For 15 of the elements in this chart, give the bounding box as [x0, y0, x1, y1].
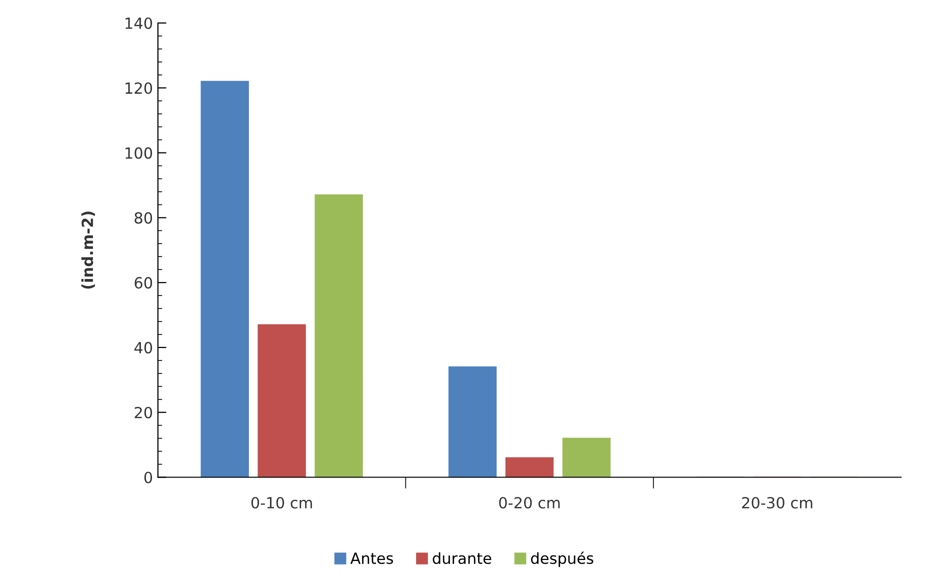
y-tick-label: 80	[134, 212, 152, 224]
legend-label: Antes	[350, 552, 393, 564]
y-tick-label: 100	[126, 147, 152, 159]
y-tick-label: 40	[134, 342, 152, 354]
y-tick-label: 60	[134, 277, 152, 289]
x-tick-label: 0-20 cm	[499, 496, 560, 509]
y-tick-label: 0	[144, 472, 152, 484]
legend-label: después	[531, 552, 594, 567]
y-tick-label: 20	[134, 406, 152, 418]
legend-label: durante	[432, 552, 492, 564]
y-axis-title: (ind.m-2)	[81, 212, 95, 289]
x-tick-label: 20-30 cm	[742, 496, 812, 509]
y-tick-label: 140	[126, 17, 152, 30]
y-tick-label: 120	[126, 82, 152, 94]
x-tick-label: 0-10 cm	[251, 496, 312, 509]
